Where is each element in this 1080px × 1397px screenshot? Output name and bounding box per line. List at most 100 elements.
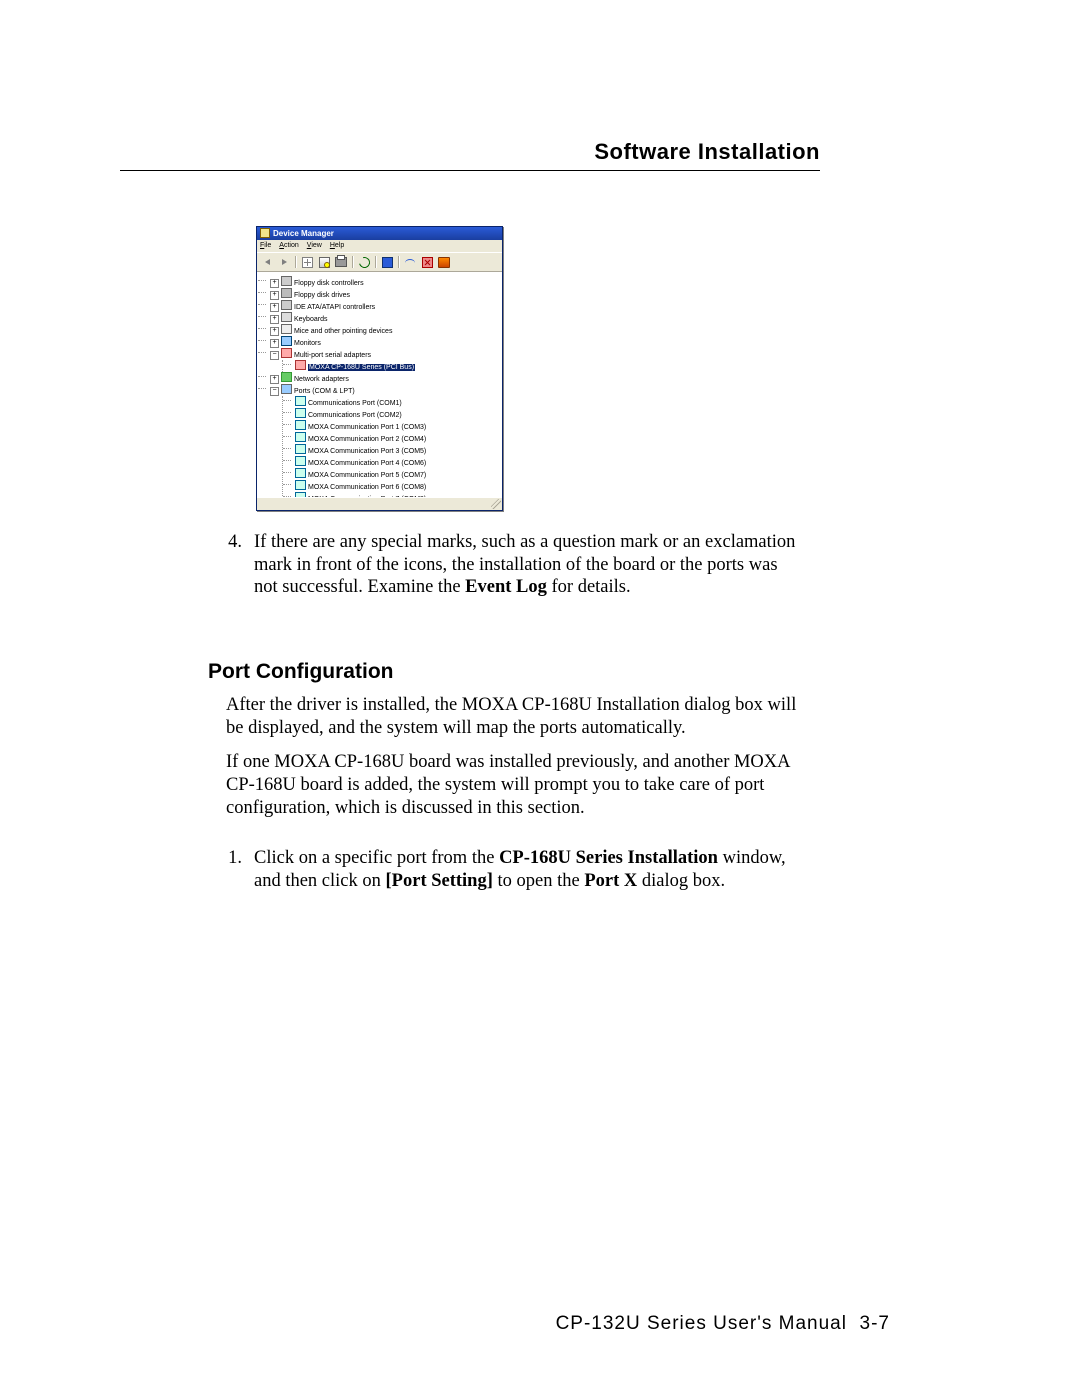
expand-icon[interactable]: + bbox=[270, 315, 279, 324]
step-text: Click on a specific port from the CP-168… bbox=[254, 847, 798, 892]
card-icon bbox=[295, 360, 306, 370]
tree-label: MOXA Communication Port 2 (COM4) bbox=[308, 436, 426, 443]
tree-label: MOXA Communication Port 5 (COM7) bbox=[308, 472, 426, 479]
bold-text: CP-168U Series Installation bbox=[499, 848, 718, 868]
tree-label: Floppy disk drives bbox=[294, 292, 350, 299]
network-icon bbox=[281, 372, 292, 382]
text: for details. bbox=[547, 577, 631, 597]
menu-action[interactable]: Action bbox=[279, 241, 298, 250]
scan-icon bbox=[405, 259, 415, 266]
device-manager-title: Device Manager bbox=[273, 229, 334, 238]
tree-label: Mice and other pointing devices bbox=[294, 328, 392, 335]
page-header-title: Software Installation bbox=[594, 139, 820, 165]
step-number: 4. bbox=[226, 531, 242, 599]
paragraph: After the driver is installed, the MOXA … bbox=[226, 694, 798, 739]
tree-label: Communications Port (COM2) bbox=[308, 412, 402, 419]
tree-label: Communications Port (COM1) bbox=[308, 400, 402, 407]
step-number: 1. bbox=[226, 847, 242, 892]
refresh-icon bbox=[356, 254, 371, 269]
monitor-icon bbox=[281, 336, 292, 346]
port-icon bbox=[295, 420, 306, 430]
tree-item[interactable]: MOXA Communication Port 1 (COM3) bbox=[285, 420, 499, 432]
collapse-icon[interactable]: − bbox=[270, 387, 279, 396]
properties-icon bbox=[319, 257, 330, 268]
step-text: If there are any special marks, such as … bbox=[254, 531, 798, 599]
statusbar bbox=[257, 497, 502, 510]
tree-item-ports[interactable]: − Ports (COM & LPT) Communications Port (… bbox=[260, 384, 499, 497]
menu-help[interactable]: Help bbox=[330, 241, 344, 250]
refresh-button[interactable] bbox=[357, 255, 371, 269]
text: to open the bbox=[493, 871, 584, 891]
device-manager-window: Device Manager File Action View Help bbox=[256, 226, 503, 511]
drive-icon bbox=[281, 288, 292, 298]
tree-item-multiport[interactable]: −Multi-port serial adapters MOXA CP-168U… bbox=[260, 348, 499, 372]
list-button[interactable] bbox=[380, 255, 394, 269]
uninstall-button[interactable] bbox=[437, 255, 451, 269]
tree-item[interactable]: + Network adapters bbox=[260, 372, 499, 384]
tree-item[interactable]: MOXA Communication Port 4 (COM6) bbox=[285, 456, 499, 468]
tree-item[interactable]: MOXA Communication Port 2 (COM4) bbox=[285, 432, 499, 444]
tree-item[interactable]: + Floppy disk controllers bbox=[260, 276, 499, 288]
step-4: 4. If there are any special marks, such … bbox=[226, 531, 798, 599]
menu-file[interactable]: File bbox=[260, 241, 271, 250]
multiport-icon bbox=[281, 348, 292, 358]
expand-icon[interactable]: + bbox=[270, 291, 279, 300]
tree-item[interactable]: + Floppy disk drives bbox=[260, 288, 499, 300]
menu-view[interactable]: View bbox=[307, 241, 322, 250]
expand-icon[interactable]: + bbox=[270, 375, 279, 384]
disable-button[interactable] bbox=[420, 255, 434, 269]
tree-label: MOXA Communication Port 1 (COM3) bbox=[308, 424, 426, 431]
footer-title: CP-132U Series User's Manual bbox=[556, 1313, 847, 1334]
tree-item[interactable]: + IDE ATA/ATAPI controllers bbox=[260, 300, 499, 312]
toolbar-separator bbox=[352, 256, 353, 268]
tree-view-button[interactable] bbox=[300, 255, 314, 269]
print-icon bbox=[335, 257, 347, 267]
step-1: 1. Click on a specific port from the CP-… bbox=[226, 847, 798, 892]
tree-item[interactable]: MOXA Communication Port 6 (COM8) bbox=[285, 480, 499, 492]
tree-label: IDE ATA/ATAPI controllers bbox=[294, 304, 375, 311]
tree-label: Floppy disk controllers bbox=[294, 280, 364, 287]
tree-item[interactable]: +Monitors bbox=[260, 336, 499, 348]
tree-item-selected[interactable]: MOXA CP-168U Series (PCI Bus) bbox=[285, 360, 499, 372]
tree-item[interactable]: MOXA Communication Port 5 (COM7) bbox=[285, 468, 499, 480]
text: dialog box. bbox=[637, 871, 725, 891]
collapse-icon[interactable]: − bbox=[270, 351, 279, 360]
print-button[interactable] bbox=[334, 255, 348, 269]
tree-label: Network adapters bbox=[294, 376, 349, 383]
properties-button[interactable] bbox=[317, 255, 331, 269]
controller-icon bbox=[281, 300, 292, 310]
tree-label: MOXA Communication Port 4 (COM6) bbox=[308, 460, 426, 467]
bold-text: Port X bbox=[584, 871, 637, 891]
expand-icon[interactable]: + bbox=[270, 339, 279, 348]
section-heading: Port Configuration bbox=[208, 659, 798, 685]
tree-item[interactable]: Communications Port (COM1) bbox=[285, 396, 499, 408]
menubar: File Action View Help bbox=[257, 240, 502, 252]
uninstall-icon bbox=[438, 257, 450, 268]
page-footer: CP-132U Series User's Manual 3-7 bbox=[556, 1313, 890, 1335]
controller-icon bbox=[281, 276, 292, 286]
tree-item[interactable]: Communications Port (COM2) bbox=[285, 408, 499, 420]
ports-icon bbox=[281, 384, 292, 394]
back-button[interactable] bbox=[260, 255, 274, 269]
bold-text: Event Log bbox=[465, 577, 547, 597]
tree-label: MOXA Communication Port 3 (COM5) bbox=[308, 448, 426, 455]
tree-icon bbox=[302, 257, 313, 268]
tree-item[interactable]: +Keyboards bbox=[260, 312, 499, 324]
keyboard-icon bbox=[281, 312, 292, 322]
bold-text: [Port Setting] bbox=[386, 871, 493, 891]
tree-label: MOXA Communication Port 6 (COM8) bbox=[308, 484, 426, 491]
tree-item[interactable]: + Mice and other pointing devices bbox=[260, 324, 499, 336]
forward-button[interactable] bbox=[277, 255, 291, 269]
arrow-right-icon bbox=[282, 259, 287, 265]
toolbar-separator bbox=[375, 256, 376, 268]
arrow-left-icon bbox=[265, 259, 270, 265]
port-icon bbox=[295, 444, 306, 454]
scan-button[interactable] bbox=[403, 255, 417, 269]
tree-item[interactable]: MOXA Communication Port 3 (COM5) bbox=[285, 444, 499, 456]
expand-icon[interactable]: + bbox=[270, 327, 279, 336]
expand-icon[interactable]: + bbox=[270, 279, 279, 288]
toolbar-separator bbox=[295, 256, 296, 268]
expand-icon[interactable]: + bbox=[270, 303, 279, 312]
device-tree: + Floppy disk controllers + Floppy disk dr… bbox=[257, 272, 502, 497]
tree-label: Ports (COM & LPT) bbox=[294, 388, 355, 395]
